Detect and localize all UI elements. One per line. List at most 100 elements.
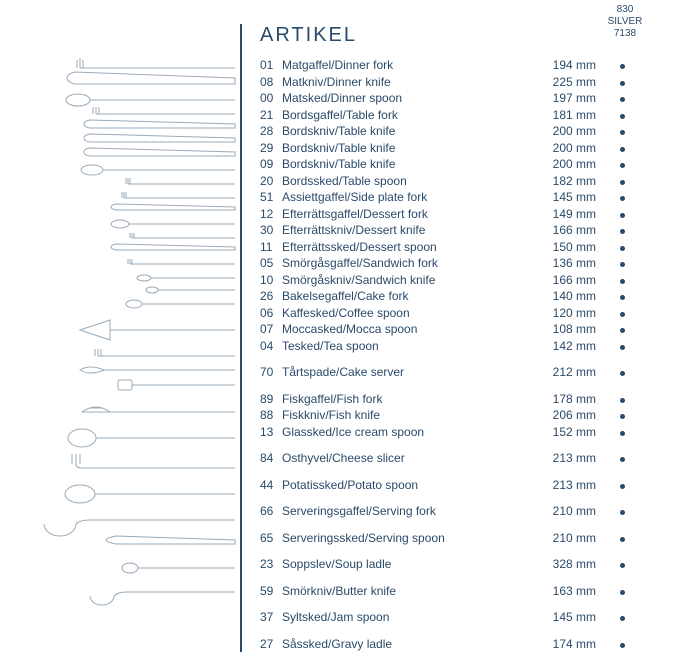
availability-dot-cell [602,556,642,573]
article-name: Osthyvel/Cheese slicer [282,450,538,467]
article-code: 59 [260,583,282,600]
article-name: Smörkniv/Butter knife [282,583,538,600]
table-row: 11Efterrättssked/Dessert spoon150 mm [260,239,642,256]
table-row: 09Bordskniv/Table knife200 mm [260,156,642,173]
article-name: Syltsked/Jam spoon [282,609,538,626]
article-size: 200 mm [538,123,602,140]
article-code: 10 [260,272,282,289]
dot-icon [620,130,625,135]
dot-icon [620,328,625,333]
article-size: 145 mm [538,609,602,626]
availability-dot-cell [602,583,642,600]
article-code: 27 [260,636,282,653]
availability-dot-cell [602,391,642,408]
availability-dot-cell [602,107,642,124]
article-size: 213 mm [538,450,602,467]
col-header-line1: 830 [600,4,650,16]
article-size: 197 mm [538,90,602,107]
article-code: 26 [260,288,282,305]
article-size: 213 mm [538,477,602,494]
table-row: 23Soppslev/Soup ladle328 mm [260,556,642,573]
availability-dot-cell [602,272,642,289]
availability-dot-cell [602,255,642,272]
article-size: 200 mm [538,156,602,173]
table-row: 07Moccasked/Mocca spoon108 mm [260,321,642,338]
article-size: 178 mm [538,391,602,408]
article-name: Tesked/Tea spoon [282,338,538,355]
table-row: 05Smörgåsgaffel/Sandwich fork136 mm [260,255,642,272]
article-name: Tårtspade/Cake server [282,364,538,381]
table-row: 70Tårtspade/Cake server212 mm [260,364,642,381]
availability-dot-cell [602,123,642,140]
table-row: 01Matgaffel/Dinner fork194 mm [260,57,642,74]
article-size: 212 mm [538,364,602,381]
article-size: 140 mm [538,288,602,305]
article-code: 28 [260,123,282,140]
article-name: Smörgåsgaffel/Sandwich fork [282,255,538,272]
table-row: 00Matsked/Dinner spoon197 mm [260,90,642,107]
dot-icon [620,431,625,436]
dot-icon [620,295,625,300]
table-row: 08Matkniv/Dinner knife225 mm [260,74,642,91]
article-name: Efterrättskniv/Dessert knife [282,222,538,239]
table-row: 89Fiskgaffel/Fish fork178 mm [260,391,642,408]
availability-dot-cell [602,305,642,322]
article-name: Efterrättsgaffel/Dessert fork [282,206,538,223]
table-row: 27Såssked/Gravy ladle174 mm [260,636,642,653]
article-code: 37 [260,609,282,626]
article-code: 88 [260,407,282,424]
article-code: 65 [260,530,282,547]
article-name: Serveringssked/Serving spoon [282,530,538,547]
table-row: 06Kaffesked/Coffee spoon120 mm [260,305,642,322]
article-size: 149 mm [538,206,602,223]
utensil-line-drawings [20,24,240,634]
column-header-silver: 830 SILVER 7138 [600,4,650,40]
article-size: 182 mm [538,173,602,190]
dot-icon [620,616,625,621]
dot-icon [620,537,625,542]
article-name: Bordskniv/Table knife [282,140,538,157]
availability-dot-cell [602,288,642,305]
dot-icon [620,64,625,69]
article-name: Serveringsgaffel/Serving fork [282,503,538,520]
article-name: Assiettgaffel/Side plate fork [282,189,538,206]
availability-dot-cell [602,321,642,338]
table-row: 29Bordskniv/Table knife200 mm [260,140,642,157]
article-size: 150 mm [538,239,602,256]
article-code: 89 [260,391,282,408]
table-row: 26Bakelsegaffel/Cake fork140 mm [260,288,642,305]
table-row: 12Efterrättsgaffel/Dessert fork149 mm [260,206,642,223]
article-size: 142 mm [538,338,602,355]
article-code: 07 [260,321,282,338]
article-size: 210 mm [538,530,602,547]
availability-dot-cell [602,74,642,91]
table-row: 59Smörkniv/Butter knife163 mm [260,583,642,600]
article-code: 30 [260,222,282,239]
article-code: 09 [260,156,282,173]
availability-dot-cell [602,222,642,239]
availability-dot-cell [602,189,642,206]
dot-icon [620,312,625,317]
availability-dot-cell [602,140,642,157]
table-row: 51Assiettgaffel/Side plate fork145 mm [260,189,642,206]
article-name: Bordskniv/Table knife [282,156,538,173]
col-header-line3: 7138 [600,28,650,40]
table-row: 21Bordsgaffel/Table fork181 mm [260,107,642,124]
table-row: 37Syltsked/Jam spoon145 mm [260,609,642,626]
table-row: 20Bordssked/Table spoon182 mm [260,173,642,190]
article-size: 200 mm [538,140,602,157]
availability-dot-cell [602,450,642,467]
article-size: 120 mm [538,305,602,322]
page-title: ARTIKEL [260,24,642,47]
dot-icon [620,213,625,218]
dot-icon [620,163,625,168]
table-row: 65Serveringssked/Serving spoon210 mm [260,530,642,547]
col-header-line2: SILVER [600,16,650,28]
availability-dot-cell [602,407,642,424]
availability-dot-cell [602,477,642,494]
article-name: Efterrättssked/Dessert spoon [282,239,538,256]
dot-icon [620,196,625,201]
article-name: Smörgåskniv/Sandwich knife [282,272,538,289]
availability-dot-cell [602,173,642,190]
article-name: Moccasked/Mocca spoon [282,321,538,338]
